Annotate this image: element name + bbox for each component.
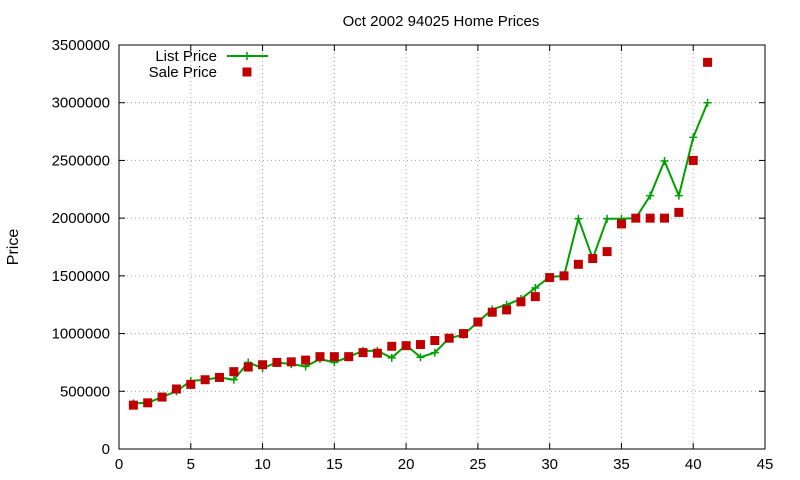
list-price-point [603, 214, 612, 223]
sale-price-point [358, 348, 368, 358]
legend-label: Sale Price [149, 64, 217, 81]
sale-price-point [660, 213, 670, 223]
y-tick-label: 3500000 [52, 37, 110, 54]
plot-frame [118, 44, 766, 450]
sale-price-point [344, 352, 354, 362]
sale-price-point [272, 357, 282, 367]
sale-price-point [286, 357, 296, 367]
sale-price-point [688, 155, 698, 165]
sale-price-point [243, 362, 253, 372]
x-tick-label: 20 [398, 456, 415, 473]
sale-price-point [487, 307, 497, 317]
legend-square-swatch [242, 67, 252, 77]
sale-price-point [301, 355, 311, 365]
series-layer [128, 57, 713, 410]
list-price-point [387, 353, 396, 362]
sale-price-point [530, 292, 540, 302]
sale-price-point [516, 297, 526, 307]
y-tick-label: 500000 [60, 383, 110, 400]
sale-price-point [372, 348, 382, 358]
sale-price-point [128, 400, 138, 410]
list-price-point [430, 348, 439, 357]
sale-price-point [645, 213, 655, 223]
sale-price-point [602, 247, 612, 257]
x-tick-label: 10 [254, 456, 271, 473]
legend-label: List Price [155, 48, 217, 65]
x-tick-label: 0 [115, 456, 123, 473]
y-tick-label: 2500000 [52, 152, 110, 169]
y-tick-label: 1500000 [52, 268, 110, 285]
sale-price-point [444, 333, 454, 343]
legend-plus-swatch [243, 52, 251, 60]
y-axis-label: Price [5, 229, 22, 266]
sale-price-point [229, 367, 239, 377]
grid [119, 45, 765, 449]
y-tick-label: 1000000 [52, 326, 110, 343]
x-tick-label: 40 [685, 456, 702, 473]
x-tick-label: 25 [470, 456, 487, 473]
list-price-point [229, 375, 238, 384]
list-price-point [416, 353, 425, 362]
sale-price-point [171, 384, 181, 394]
sale-price-point [258, 360, 268, 370]
x-tick-label: 5 [187, 456, 195, 473]
sale-price-point [616, 219, 626, 229]
axis-ticks: 0 5 10 15 20 25 30 35 40 45 0 500000 1000000 1500000 2… [52, 37, 774, 473]
sale-price-point [545, 273, 555, 283]
sale-price-point [674, 207, 684, 217]
sale-price-point [157, 392, 167, 402]
sale-price-point [459, 329, 469, 339]
sale-price-point [588, 254, 598, 264]
x-tick-label: 15 [326, 456, 343, 473]
list-price-point [574, 214, 583, 223]
sale-price-point [703, 57, 713, 67]
sale-price-point [430, 335, 440, 345]
y-tick-label: 3000000 [52, 95, 110, 112]
sale-price-point [631, 213, 641, 223]
series-list-price [129, 98, 712, 408]
sale-price-point [573, 259, 583, 269]
x-tick-label: 35 [613, 456, 630, 473]
sale-price-point [186, 379, 196, 389]
list-price-point [703, 98, 712, 107]
sale-price-point [329, 352, 339, 362]
sale-price-point [415, 340, 425, 350]
sale-price-point [401, 341, 411, 351]
sale-price-point [387, 341, 397, 351]
sale-price-point [214, 372, 224, 382]
y-tick-label: 0 [102, 441, 110, 458]
sale-price-point [502, 305, 512, 315]
x-tick-label: 45 [757, 456, 774, 473]
list-price-point [689, 133, 698, 142]
chart-title: Oct 2002 94025 Home Prices [343, 13, 540, 30]
y-tick-label: 2000000 [52, 210, 110, 227]
sale-price-point [559, 271, 569, 281]
list-price-point [674, 191, 683, 200]
list-price-point [531, 283, 540, 292]
sale-price-point [315, 352, 325, 362]
sale-price-point [473, 317, 483, 327]
sale-price-point [143, 398, 153, 408]
x-tick-label: 30 [541, 456, 558, 473]
list-price-point [646, 191, 655, 200]
list-price-point [660, 157, 669, 166]
sale-price-point [200, 375, 210, 385]
series-sale-price [128, 57, 713, 410]
